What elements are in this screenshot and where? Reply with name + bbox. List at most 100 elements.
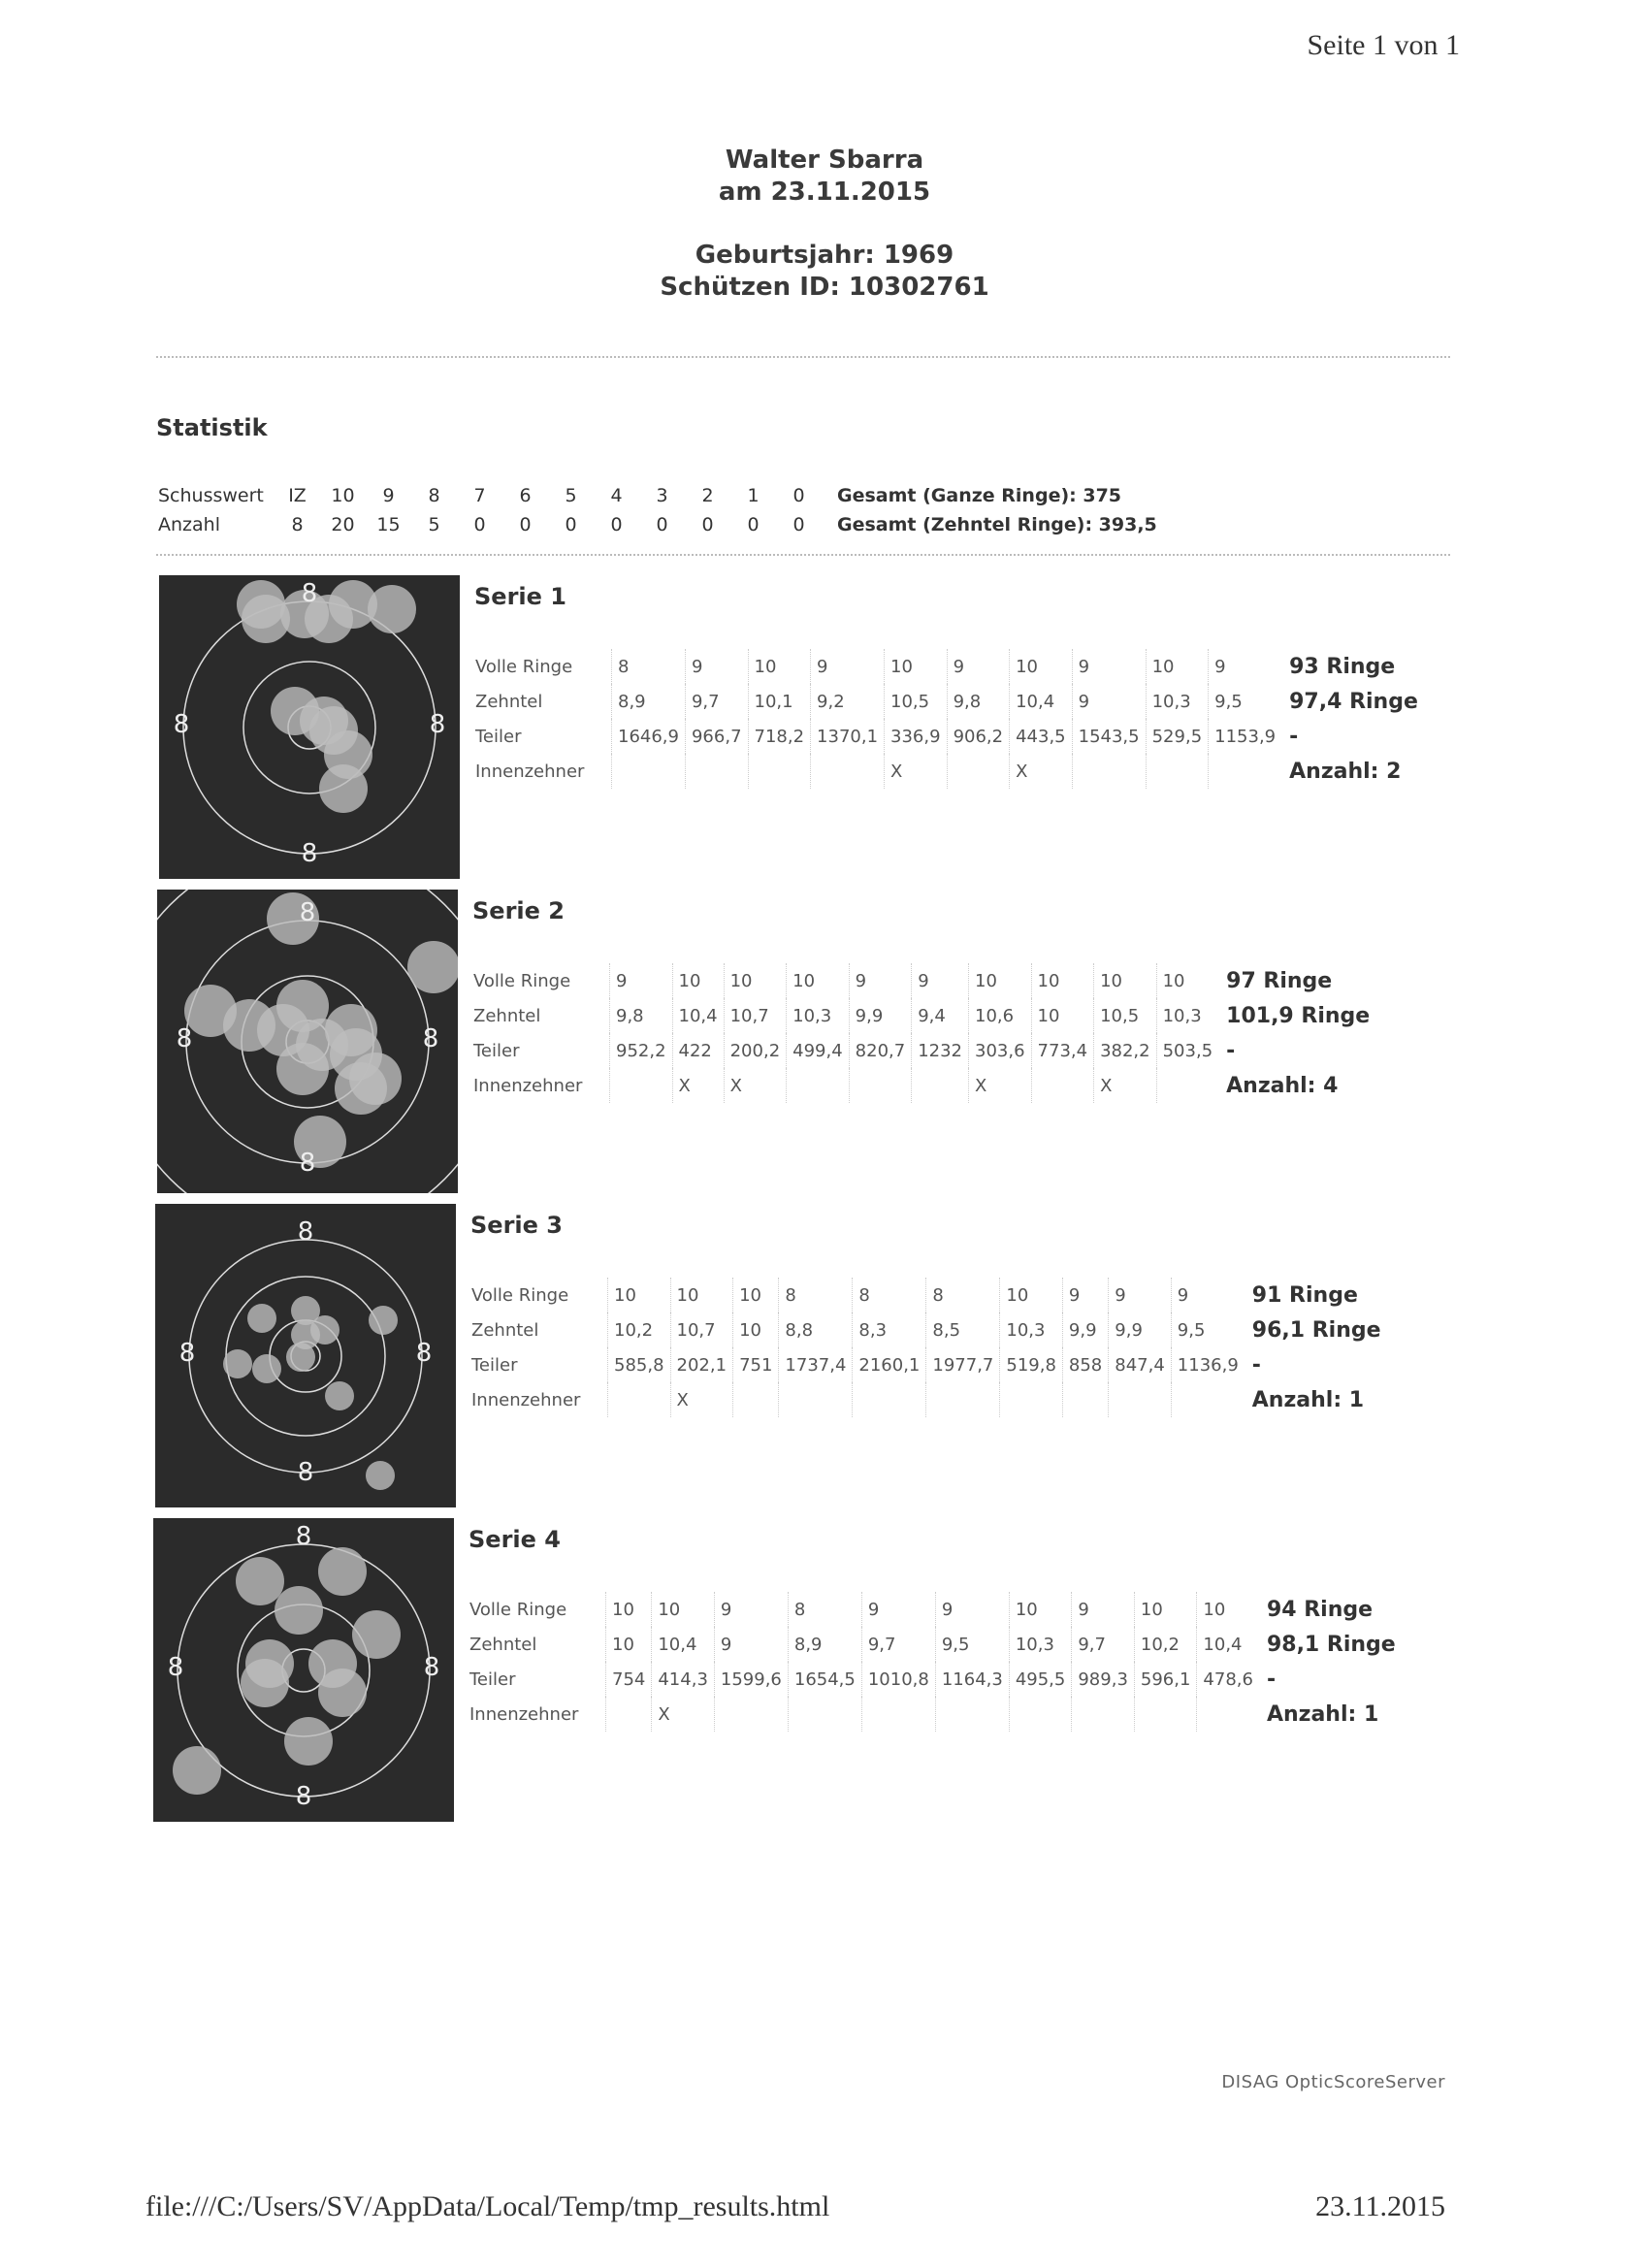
page-label: Seite 1 von 1 [1307, 29, 1461, 61]
stats-count: 5 [428, 514, 440, 535]
stats-count: 20 [331, 514, 355, 535]
cell [786, 1068, 850, 1103]
stats-header: 5 [565, 485, 577, 506]
cell [1145, 754, 1209, 789]
cell: 8 [611, 649, 686, 684]
cell: 10 [651, 1592, 715, 1627]
cell: 858 [1061, 1347, 1109, 1382]
cell [778, 1382, 853, 1417]
birth-year: Geburtsjahr: 1969 [695, 241, 954, 270]
row-label: Zehntel [473, 1005, 541, 1026]
series-summary: 94 Ringe [1266, 1597, 1374, 1622]
row-label: Volle Ringe [475, 656, 573, 677]
cell: 9,8 [946, 684, 1010, 719]
series-summary: 98,1 Ringe [1266, 1632, 1396, 1657]
print-date: 23.11.2015 [1315, 2190, 1445, 2222]
series-title: Serie 4 [469, 1526, 561, 1553]
cell: 9 [934, 1592, 1010, 1627]
cell: 303,6 [968, 1033, 1032, 1068]
row-label: Zehntel [471, 1319, 539, 1341]
shot [286, 1343, 315, 1372]
series-row: Volle Ringe 10 10 9 8 9 9 10 9 10 10 94 Ringe [469, 1592, 1402, 1627]
cell: 8,9 [787, 1627, 862, 1662]
shooter-name: Walter Sbarra [725, 146, 924, 175]
stats-header: 6 [519, 485, 532, 506]
ring-label: 8 [300, 1149, 316, 1178]
cell: 202,1 [669, 1347, 733, 1382]
series-row: Innenzehner X Anzahl: 1 [471, 1382, 1387, 1417]
cell [713, 1697, 789, 1732]
row-label: Innenzehner [475, 761, 585, 782]
shot [291, 1296, 320, 1325]
cell: 10,2 [1133, 1627, 1197, 1662]
series-row: Teiler 952,2 422 200,2 499,4 820,7 1232 303,6 77… [473, 1033, 1375, 1068]
ring-label: 8 [300, 898, 316, 927]
cell [1030, 1068, 1094, 1103]
shot [368, 585, 416, 633]
cell: 10 [1030, 963, 1094, 998]
series-block: 8 8 8 8 Serie 3 Volle Ringe 10 10 10 8 8 8 10 9 9 9 91 R… [0, 1204, 1649, 1510]
cell: 2160,1 [852, 1347, 926, 1382]
cell: 751 [732, 1347, 779, 1382]
shot [300, 697, 348, 745]
series-summary: - [1226, 1038, 1236, 1063]
series-row: Teiler 585,8 202,1 751 1737,4 2160,1 1977,7 519… [471, 1347, 1387, 1382]
cell [1196, 1697, 1259, 1732]
cell: 10 [1155, 963, 1219, 998]
cell [604, 1697, 652, 1732]
cell: 9,9 [1061, 1312, 1109, 1347]
cell [1108, 1382, 1172, 1417]
cell: 9,7 [684, 684, 749, 719]
row-label: Volle Ringe [469, 1599, 567, 1620]
stats-total: Gesamt (Ganze Ringe): 375 [837, 485, 1122, 506]
cell: 10,4 [671, 998, 725, 1033]
cell [684, 754, 749, 789]
cell [787, 1697, 862, 1732]
cell [1061, 1382, 1109, 1417]
stats-count: 0 [473, 514, 486, 535]
row-label: Innenzehner [471, 1389, 581, 1410]
series-row: Teiler 1646,9 966,7 718,2 1370,1 336,9 906,2 44… [475, 719, 1424, 754]
series-block: 8 8 8 8 Serie 4 Volle Ringe 10 10 9 8 9 9 10 9 10 10 94 … [0, 1518, 1649, 1825]
stats-header: 7 [473, 485, 486, 506]
shot [276, 1043, 329, 1095]
cell: 754 [604, 1662, 652, 1697]
cell: 966,7 [684, 719, 749, 754]
cell: 10,4 [1009, 684, 1073, 719]
cell: 422 [671, 1033, 725, 1068]
ring-label: 8 [296, 1782, 312, 1811]
series-summary: 93 Ringe [1289, 654, 1396, 679]
series-row: Volle Ringe 10 10 10 8 8 8 10 9 9 9 91 Ringe [471, 1278, 1387, 1312]
cell [999, 1382, 1063, 1417]
series-table: Volle Ringe 8 9 10 9 10 9 10 9 10 9 93 Ringe Zehntel… [475, 649, 1424, 789]
cell: 10,5 [884, 684, 948, 719]
series-row: Zehntel 9,8 10,4 10,7 10,3 9,9 9,4 10,6 10 10,5 10… [473, 998, 1375, 1033]
stats-table: Schusswert IZ 10 9 8 7 6 5 4 3 2 1 0 Gesamt (Ganze Ri… [158, 481, 1157, 539]
ring-label: 8 [424, 1653, 440, 1682]
cell: 9 [1071, 1592, 1135, 1627]
cell: 952,2 [609, 1033, 673, 1068]
stats-count: 0 [610, 514, 623, 535]
cell: 10,2 [607, 1312, 671, 1347]
stats-header: 3 [656, 485, 668, 506]
cell [860, 1697, 936, 1732]
cell: 9 [1170, 1278, 1245, 1312]
stats-row: Anzahl 8 20 15 5 0 0 0 0 0 0 0 0 Gesamt (Zehntel Ring… [158, 510, 1157, 539]
ring-label: 8 [296, 1522, 312, 1551]
ring-label: 8 [416, 1339, 433, 1368]
series-summary: - [1289, 724, 1299, 749]
shot [241, 1659, 289, 1707]
series-table: Volle Ringe 9 10 10 10 9 9 10 10 10 10 97 Ringe Zehn… [473, 963, 1375, 1103]
cell: 773,4 [1030, 1033, 1094, 1068]
series-table: Volle Ringe 10 10 10 8 8 8 10 9 9 9 91 Ringe Zehntel… [471, 1278, 1387, 1417]
series-summary: Anzahl: 4 [1226, 1073, 1339, 1098]
cell: 10,3 [1008, 1627, 1072, 1662]
cell: 718,2 [747, 719, 811, 754]
series-row: Zehntel 8,9 9,7 10,1 9,2 10,5 9,8 10,4 9 10,3 9,5 9… [475, 684, 1424, 719]
ring-label: 8 [302, 839, 318, 868]
cell: 10 [607, 1278, 671, 1312]
series-summary: - [1251, 1352, 1261, 1377]
cell: 1737,4 [778, 1347, 853, 1382]
stats-header: 2 [701, 485, 714, 506]
cell: 10 [671, 963, 725, 998]
